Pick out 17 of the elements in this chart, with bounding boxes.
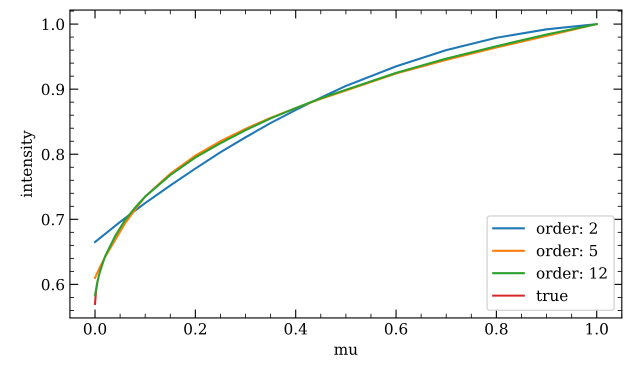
x-tick-label: 0.0 [84,323,106,335]
legend-label: order: 2 [536,222,597,234]
y-axis-title: intensity [20,130,36,198]
x-axis-title: mu [334,346,358,355]
legend-label: true [536,290,568,302]
y-tick-label: 0.7 [42,214,64,226]
x-tick-label: 1.0 [586,323,608,335]
y-tick-label: 0.8 [42,148,64,160]
y-tick-label: 1.0 [42,18,64,30]
y-tick-label: 0.9 [42,84,64,96]
x-tick-label: 0.2 [184,323,206,335]
legend-label: order: 5 [536,244,598,256]
legend-label: order: 12 [536,266,607,279]
x-tick-label: 0.6 [384,323,408,335]
y-tick-label: 0.6 [42,278,64,290]
x-tick-label: 0.4 [284,323,308,335]
x-tick-label: 0.8 [485,323,508,335]
